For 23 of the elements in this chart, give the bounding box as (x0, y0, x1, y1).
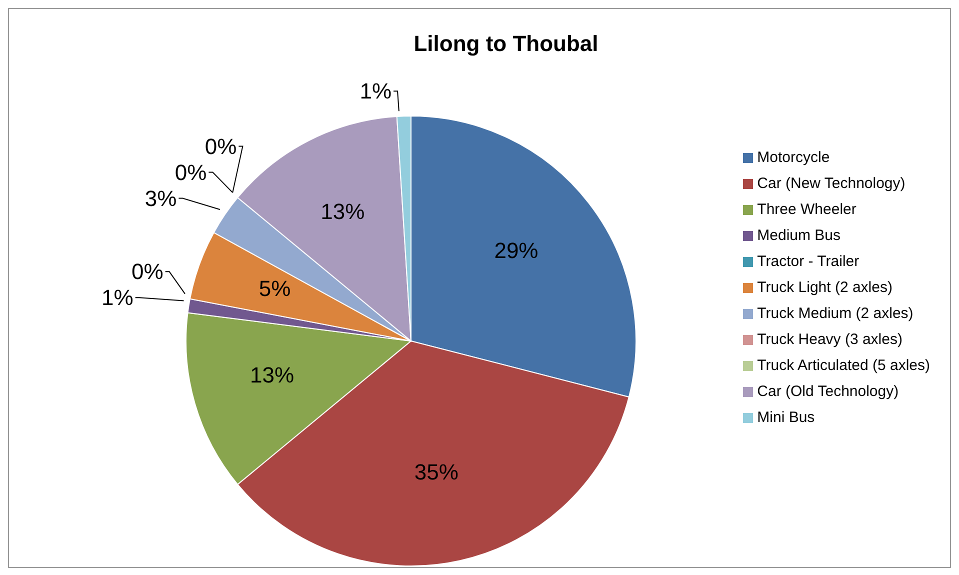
legend-label: Truck Articulated (5 axles) (757, 357, 930, 374)
data-label: 1% (102, 285, 134, 310)
data-label: 35% (414, 460, 458, 485)
legend-label: Truck Light (2 axles) (757, 279, 892, 296)
data-label: 13% (320, 199, 365, 224)
data-label: 3% (144, 186, 177, 211)
data-label: 1% (360, 78, 392, 104)
text: 0% (204, 134, 237, 159)
legend-label: Truck Heavy (3 axles) (757, 331, 902, 348)
data-label: 29% (494, 238, 538, 263)
data-label: 13% (250, 362, 294, 388)
legend-label: Medium Bus (757, 227, 841, 244)
legend-label: Truck Medium (2 axles) (757, 305, 914, 322)
text: 0% (132, 259, 164, 284)
data-label: 5% (258, 276, 291, 302)
legend-label: Motorcycle (757, 149, 830, 166)
text: 0% (174, 160, 207, 185)
legend-label: Three Wheeler (757, 201, 856, 218)
legend-label: Mini Bus (757, 409, 815, 426)
legend-label: Tractor - Trailer (757, 253, 860, 270)
legend-label: Car (Old Technology) (757, 383, 899, 400)
chart-title: Lilong to Thoubal (414, 31, 598, 56)
legend-label: Car (New Technology) (757, 175, 906, 192)
